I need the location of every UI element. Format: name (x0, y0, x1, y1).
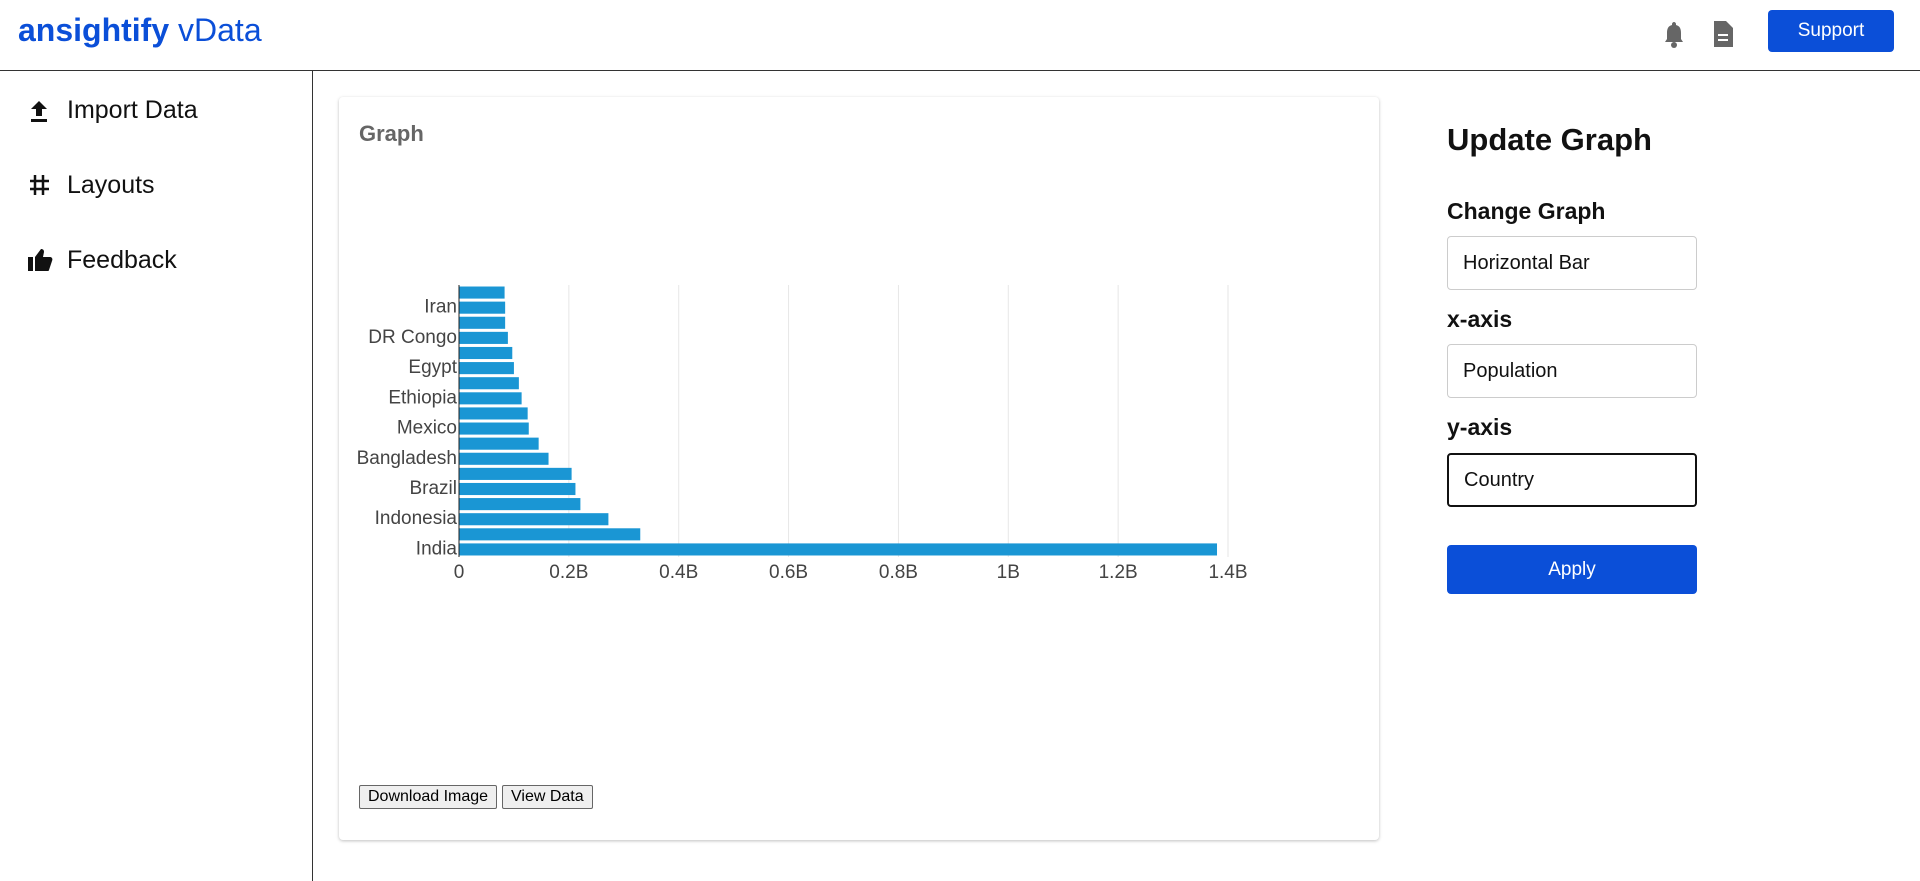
y-axis-input[interactable]: Country (1447, 453, 1697, 507)
bar (459, 301, 506, 314)
x-tick-label: 1.2B (1099, 562, 1138, 583)
y-tick-label: Indonesia (375, 508, 458, 529)
chart: 0 0.2B 0.4B 0.6B 0.8B 1B 1.2B 1.4B India Indonesi… (357, 285, 1248, 583)
sidebar: Import Data Layouts Feedback (0, 71, 313, 881)
x-tick-label: 0.2B (549, 562, 588, 583)
x-tick-label: 1B (997, 562, 1020, 583)
y-tick-label: Egypt (408, 357, 457, 378)
header: ansightify vData Support (0, 0, 1920, 71)
bar (459, 331, 508, 344)
bar (459, 316, 506, 329)
graph-type-input[interactable]: Horizontal Bar (1447, 236, 1697, 290)
bar (459, 437, 539, 450)
bar (459, 528, 641, 541)
field-label: x-axis (1447, 306, 1513, 332)
apply-button[interactable]: Apply (1447, 545, 1697, 594)
logo-suffix: vData (178, 12, 262, 48)
document-icon[interactable] (1712, 20, 1734, 48)
upload-icon (31, 101, 47, 122)
field-label: Change Graph (1447, 198, 1606, 224)
bar (459, 452, 549, 465)
bell-icon[interactable] (1662, 20, 1686, 48)
y-tick-label: Ethiopia (388, 387, 457, 408)
y-tick-label: Bangladesh (357, 448, 457, 469)
field-label: y-axis (1447, 414, 1513, 440)
thumbs-up-icon (28, 249, 53, 271)
support-button[interactable]: Support (1768, 10, 1894, 52)
bar (459, 362, 514, 375)
y-tick-label: Brazil (409, 478, 457, 499)
nav-item[interactable]: Layouts (67, 171, 155, 199)
y-tick-label: DR Congo (368, 327, 457, 348)
x-tick-label: 0.8B (879, 562, 918, 583)
bar (459, 377, 519, 390)
y-tick-label: India (416, 538, 458, 559)
graph-card: Graph 0 0.2B 0.4B 0.6B 0.8B 1B 1.2B 1.4B India In… (339, 97, 1379, 840)
nav-item[interactable]: Import Data (67, 96, 198, 124)
bar (459, 392, 522, 405)
x-tick-label: 0.4B (659, 562, 698, 583)
bar (459, 346, 513, 360)
x-axis-input[interactable]: Population (1447, 344, 1697, 398)
hash-icon (30, 175, 49, 195)
bar (459, 407, 528, 420)
bar (459, 482, 576, 496)
bar (459, 422, 529, 435)
y-tick-label: Mexico (397, 418, 457, 439)
panel-title: Update Graph (1447, 122, 1652, 157)
nav-item[interactable]: Feedback (67, 246, 177, 274)
card-title: Graph (359, 121, 424, 146)
bar (459, 543, 1218, 556)
download-button[interactable]: Download Image (359, 785, 498, 809)
y-tick-label: Iran (424, 297, 457, 318)
bar (459, 467, 572, 480)
bar (459, 498, 581, 511)
x-tick-label: 0 (454, 562, 465, 583)
bar (459, 286, 505, 299)
x-tick-label: 1.4B (1208, 562, 1247, 583)
logo[interactable]: ansightify vData (18, 12, 262, 49)
logo-text: ansightify (18, 12, 170, 48)
bar (459, 513, 609, 526)
x-tick-label: 0.6B (769, 562, 808, 583)
view-data-button[interactable]: View Data (502, 785, 593, 809)
